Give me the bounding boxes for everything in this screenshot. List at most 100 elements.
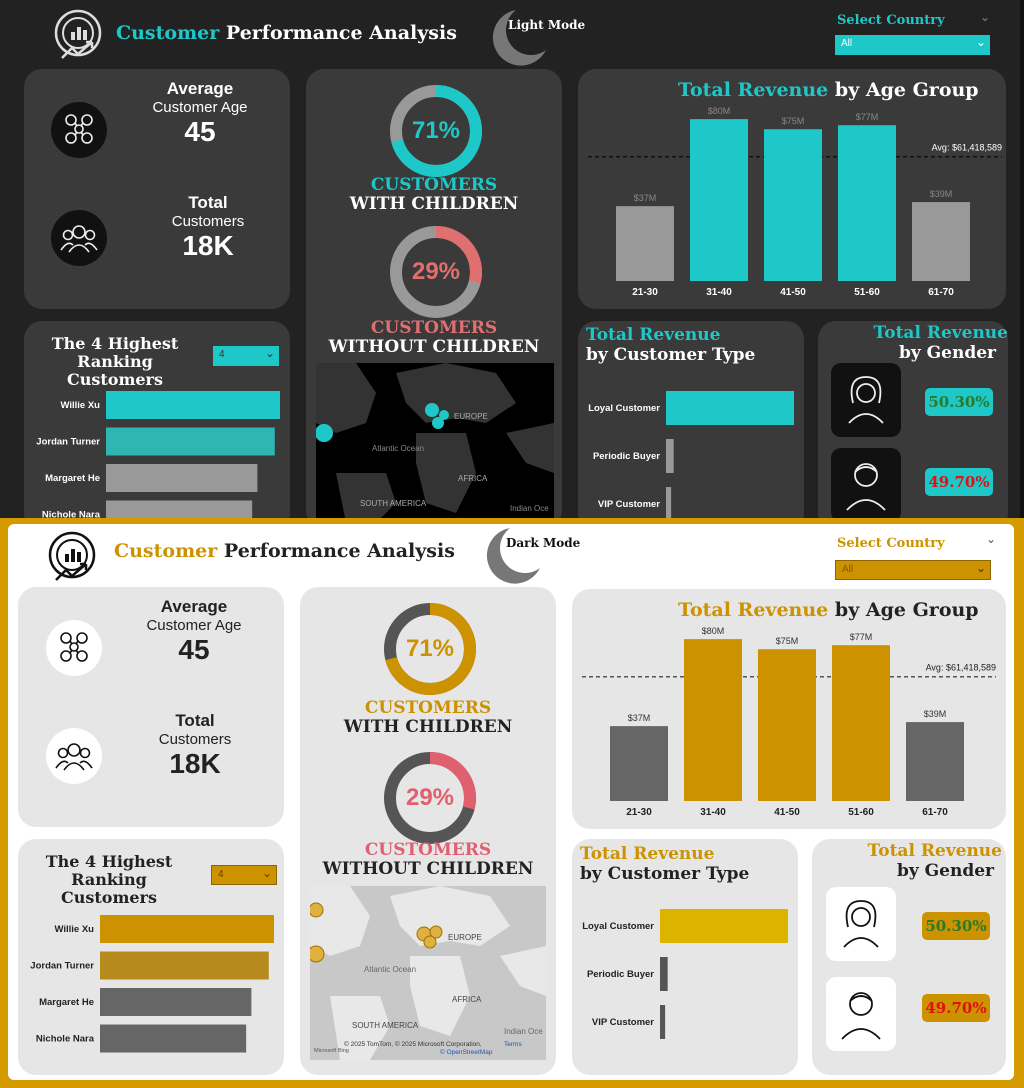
country-filter-dropdown[interactable]: All ⌄	[835, 560, 991, 580]
theme-toggle-button[interactable]: Dark Mode	[480, 524, 580, 586]
age-chart-title: Total Revenue by Age Group	[678, 599, 979, 621]
ranking-title: The 4 Highest Ranking Customers	[45, 852, 173, 907]
analytics-logo-icon	[52, 8, 108, 64]
type-bar[interactable]	[666, 439, 674, 473]
average-label: Avg: $61,418,589	[932, 143, 1002, 153]
male-avatar-icon	[831, 448, 901, 518]
map-label-indian: Indian Oce	[510, 504, 549, 513]
age-bar[interactable]	[764, 129, 822, 281]
avg-age-sublabel: Customer Age	[152, 99, 248, 116]
ranking-customer-label: Nichole Nara	[42, 510, 101, 519]
age-tick-label: 31-40	[700, 807, 726, 818]
ranking-bar[interactable]	[100, 988, 252, 1016]
total-customers-value: 18K	[182, 230, 234, 261]
ranking-bar[interactable]	[106, 464, 258, 492]
gender-card: Total Revenue by Gender 50.30% 49.70%	[812, 839, 1006, 1075]
country-filter-dropdown[interactable]: All ⌄	[835, 35, 990, 55]
age-bar-data-label: $77M	[856, 112, 879, 122]
gender-card: Total Revenue by Gender 50.30% 49.70%	[818, 321, 1008, 518]
customer-group-icon	[51, 210, 107, 266]
ranking-bar[interactable]	[106, 427, 275, 456]
analytics-logo-icon	[46, 530, 102, 586]
age-bar[interactable]	[610, 726, 668, 801]
age-chart-card: Total Revenue by Age Group Avg: $61,418,…	[572, 589, 1006, 829]
ranking-bar[interactable]	[100, 915, 274, 943]
theme-toggle-button[interactable]: Light Mode	[486, 6, 585, 68]
age-bar[interactable]	[684, 639, 742, 801]
age-tick-label: 41-50	[774, 807, 800, 818]
theme-toggle-label: Light Mode	[508, 18, 586, 32]
age-bar[interactable]	[912, 202, 970, 281]
ranking-card: The 4 Highest Ranking Customers 4 ⌄ Willi…	[18, 839, 284, 1075]
ranking-bar[interactable]	[106, 500, 253, 519]
age-bar[interactable]	[906, 722, 964, 801]
total-customers-sublabel: Customers	[158, 731, 232, 748]
type-bar[interactable]	[660, 909, 788, 943]
age-tick-label: 61-70	[922, 807, 948, 818]
type-category-label: Loyal Customer	[588, 403, 660, 414]
ranking-bar[interactable]	[106, 391, 280, 419]
chevron-down-icon[interactable]: ⌄	[986, 532, 997, 546]
age-bar-data-label: $75M	[782, 116, 805, 126]
avg-age-label: Average	[166, 79, 234, 98]
ranking-customer-label: Willie Xu	[60, 400, 100, 411]
total-customers-sublabel: Customers	[171, 213, 245, 230]
type-bar[interactable]	[666, 391, 794, 425]
chevron-down-icon: ⌄	[264, 346, 275, 360]
female-avatar-icon	[826, 887, 896, 961]
age-bar-chart: Avg: $61,418,589 $37M 21-30 $80M 31-40 $75M 41…	[582, 626, 996, 818]
age-bar[interactable]	[838, 125, 896, 281]
age-bar-data-label: $37M	[634, 193, 657, 203]
age-bar-data-label: $39M	[930, 189, 953, 199]
type-bar[interactable]	[660, 1005, 666, 1039]
ranking-title: The 4 Highest Ranking Customers	[51, 334, 179, 389]
without-children-label: CUSTOMERS WITHOUT CHILDREN	[328, 318, 540, 357]
total-customers-label: Total	[175, 711, 215, 730]
kpi-card: Average Customer Age 45 Total Customers …	[24, 69, 290, 309]
donut-slice[interactable]	[390, 85, 482, 177]
topn-dropdown[interactable]: 4 ⌄	[211, 865, 277, 885]
ranking-bar-chart: Willie Xu Jordan Turner Margaret He Nichole…	[30, 915, 274, 1053]
ranking-bar[interactable]	[100, 1024, 247, 1053]
male-pct-badge: 49.70%	[925, 468, 993, 496]
female-pct-badge: 50.30%	[925, 388, 993, 416]
age-bar-chart: Avg: $61,418,589 $37M 21-30 $80M 31-40 $75M 41…	[588, 106, 1002, 298]
donut-slice[interactable]	[384, 752, 476, 844]
ranking-customer-label: Jordan Turner	[30, 961, 94, 972]
topn-dropdown[interactable]: 4 ⌄	[213, 346, 279, 366]
age-bar[interactable]	[690, 119, 748, 281]
type-category-label: VIP Customer	[592, 1017, 654, 1028]
total-customers-value: 18K	[169, 748, 221, 779]
chevron-down-icon: ⌄	[975, 35, 986, 49]
country-filter-label: Select Country	[837, 536, 945, 551]
ranking-customer-label: Nichole Nara	[36, 1034, 95, 1045]
ranking-card: The 4 Highest Ranking Customers 4 ⌄ Willi…	[24, 321, 290, 518]
type-bar[interactable]	[660, 957, 668, 991]
age-tick-label: 41-50	[780, 287, 806, 298]
type-category-label: VIP Customer	[598, 499, 660, 510]
without-children-pct: 29%	[405, 784, 455, 811]
theme-toggle-label: Dark Mode	[506, 536, 581, 550]
type-chart-card: Total Revenue by Customer Type Loyal Cus…	[578, 321, 804, 518]
type-category-label: Periodic Buyer	[587, 969, 654, 980]
age-bar[interactable]	[616, 206, 674, 281]
type-category-label: Loyal Customer	[582, 921, 654, 932]
children-card: 71% CUSTOMERS WITH CHILDREN 29% CUSTOMER…	[306, 69, 562, 518]
customer-map[interactable]: EUROPE Atlantic Ocean AFRICA SOUTH AMERI…	[310, 886, 546, 1060]
chevron-down-icon[interactable]: ⌄	[980, 10, 991, 24]
female-avatar-icon	[831, 363, 901, 437]
type-bar[interactable]	[666, 487, 672, 518]
donut-slice[interactable]	[384, 603, 476, 695]
age-bar-data-label: $77M	[850, 632, 873, 642]
country-filter-value: All	[841, 38, 853, 49]
ranking-bar[interactable]	[100, 951, 269, 980]
age-bar[interactable]	[832, 645, 890, 801]
country-filter-label: Select Country	[837, 13, 945, 28]
dark-dashboard: Customer Performance Analysis Light Mode…	[0, 0, 1024, 518]
type-chart-card: Total Revenue by Customer Type Loyal Cus…	[572, 839, 798, 1075]
donut-slice[interactable]	[390, 226, 482, 318]
total-customers-kpi: Total Customers 18K	[148, 193, 268, 262]
male-avatar-icon	[826, 977, 896, 1051]
customer-map[interactable]: EUROPE Atlantic Ocean AFRICA SOUTH AMERI…	[316, 363, 554, 518]
age-bar[interactable]	[758, 649, 816, 801]
